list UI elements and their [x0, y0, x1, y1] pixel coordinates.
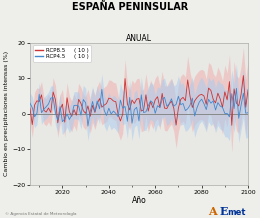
Text: © Agencia Estatal de Meteorología: © Agencia Estatal de Meteorología — [5, 212, 77, 216]
Legend: RCP8.5     ( 10 ), RCP4.5     ( 10 ): RCP8.5 ( 10 ), RCP4.5 ( 10 ) — [33, 45, 91, 61]
Text: E: E — [220, 206, 228, 217]
X-axis label: Año: Año — [132, 196, 146, 205]
Y-axis label: Cambio en precipitaciones intensas (%): Cambio en precipitaciones intensas (%) — [4, 51, 9, 176]
Text: ESPAÑA PENINSULAR: ESPAÑA PENINSULAR — [72, 2, 188, 12]
Text: A: A — [208, 206, 217, 217]
Text: met: met — [228, 208, 246, 217]
Title: ANUAL: ANUAL — [126, 34, 152, 43]
